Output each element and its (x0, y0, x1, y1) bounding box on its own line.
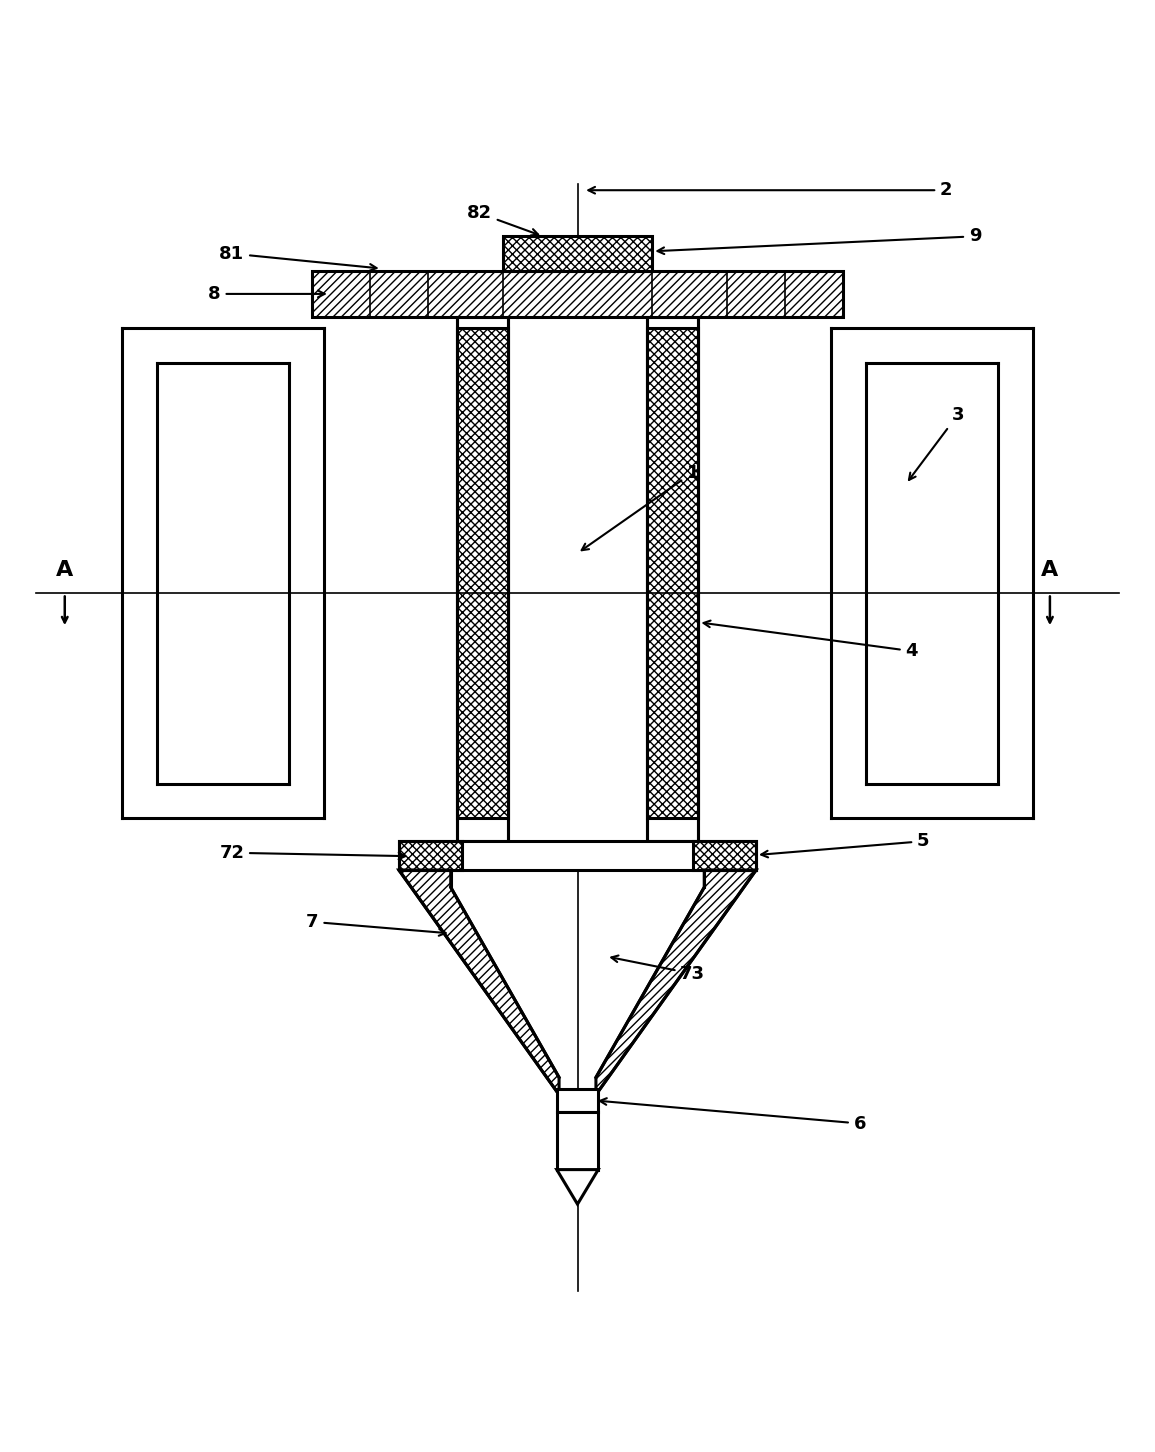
Text: A: A (57, 559, 74, 579)
Bar (398, 841, 462, 870)
Bar (456, 328, 508, 817)
Text: 6: 6 (599, 1098, 866, 1133)
Bar (456, 328, 508, 817)
Text: 5: 5 (761, 832, 930, 857)
Bar (313, 272, 842, 317)
Bar (313, 272, 842, 317)
Text: A: A (1042, 559, 1058, 579)
Bar (557, 1089, 598, 1112)
Text: 8: 8 (208, 285, 325, 303)
Text: 82: 82 (467, 205, 538, 235)
Text: 72: 72 (219, 844, 405, 861)
Bar (647, 328, 699, 817)
Text: 9: 9 (657, 228, 982, 254)
Bar (865, 363, 998, 784)
Bar (157, 363, 290, 784)
Bar (508, 317, 647, 841)
Bar (398, 841, 757, 870)
Bar (693, 841, 757, 870)
Text: 4: 4 (703, 620, 918, 661)
Text: 73: 73 (611, 955, 706, 983)
Text: 7: 7 (306, 913, 446, 935)
Polygon shape (557, 1170, 598, 1204)
Text: 3: 3 (909, 407, 964, 481)
Bar (647, 328, 699, 817)
Bar (647, 317, 699, 841)
Bar (693, 841, 757, 870)
Bar (557, 1112, 598, 1170)
Bar (502, 237, 653, 272)
Bar (456, 317, 508, 841)
Bar (502, 237, 653, 272)
Bar (398, 841, 462, 870)
Text: 81: 81 (219, 244, 377, 270)
Text: 2: 2 (588, 182, 953, 199)
Text: 1: 1 (582, 463, 699, 550)
